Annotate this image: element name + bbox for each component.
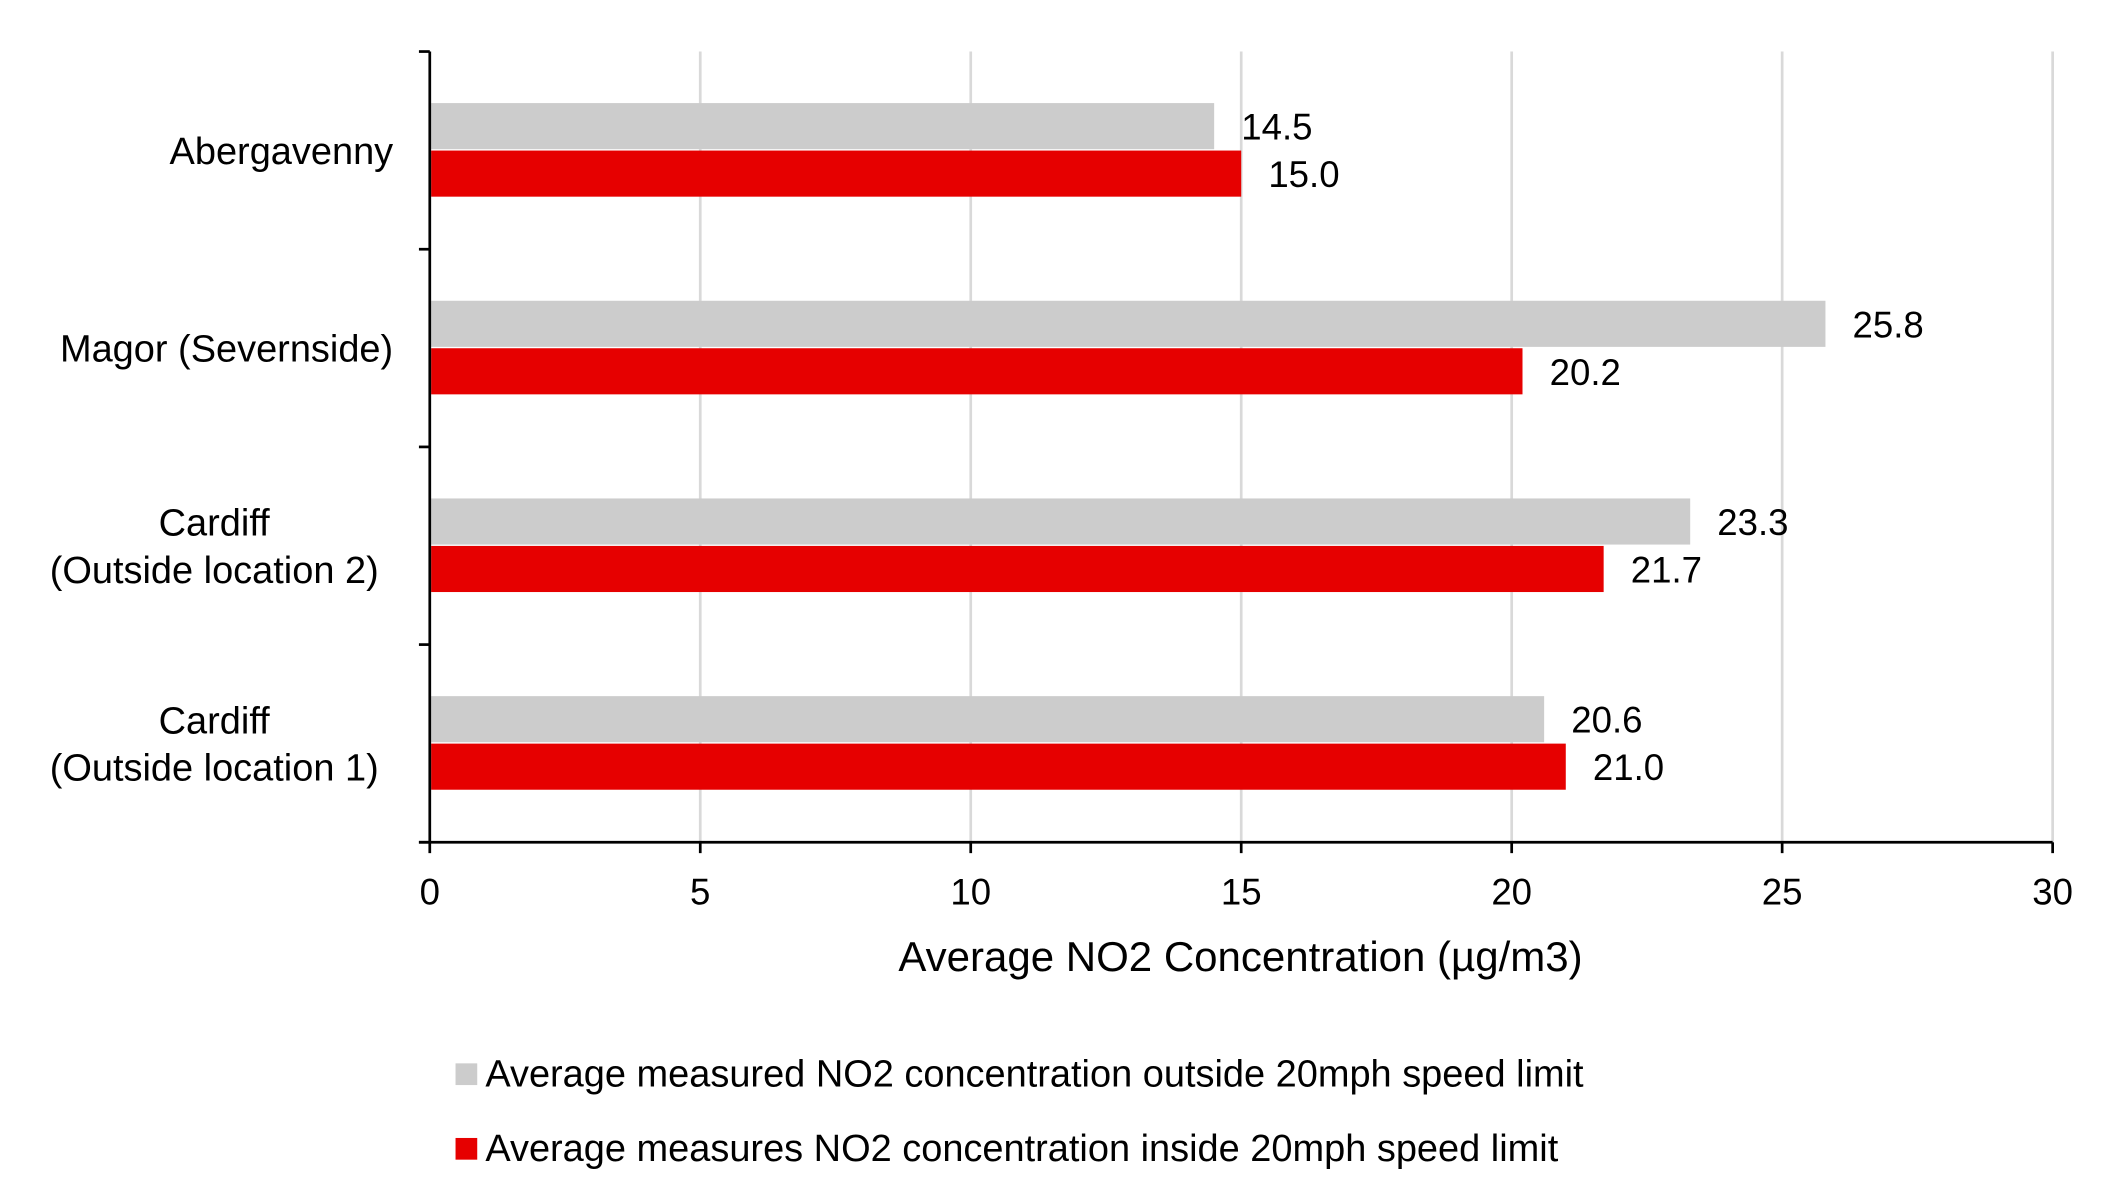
data-label: 20.6 [1571,700,1642,741]
category-label: Cardiff [159,503,271,545]
data-label: 20.2 [1550,352,1621,393]
legend-label: Average measures NO2 concentration insid… [485,1128,1558,1170]
x-tick-label: 30 [2032,872,2073,913]
bar [431,743,1566,790]
x-axis-title: Average NO2 Concentration (µg/m3) [898,933,1582,980]
bar [431,348,1523,395]
x-tick-label: 5 [690,872,710,913]
legend-label: Average measured NO2 concentration outsi… [485,1053,1584,1095]
x-tick-label: 10 [950,872,991,913]
x-tick-label: 15 [1221,872,1262,913]
category-label: (Outside location 2) [50,550,379,592]
bar [431,150,1242,197]
bar [431,498,1691,545]
category-label: Abergavenny [170,131,394,173]
data-label: 21.0 [1593,747,1664,788]
category-label: Cardiff [159,700,271,742]
bar [431,545,1604,593]
x-tick-label: 0 [420,872,440,913]
bar [431,300,1826,347]
data-label: 14.5 [1241,107,1312,148]
bar [431,696,1545,743]
bar [431,103,1215,150]
category-label: (Outside location 1) [50,748,379,790]
legend-swatch [455,1137,478,1160]
category-label: Magor (Severnside) [60,329,393,371]
data-label: 25.8 [1853,304,1924,345]
legend-swatch [455,1063,478,1086]
x-tick-label: 25 [1762,872,1803,913]
x-tick-label: 20 [1491,872,1532,913]
data-label: 21.7 [1631,550,1702,591]
data-label: 23.3 [1717,502,1788,543]
data-label: 15.0 [1268,154,1339,195]
